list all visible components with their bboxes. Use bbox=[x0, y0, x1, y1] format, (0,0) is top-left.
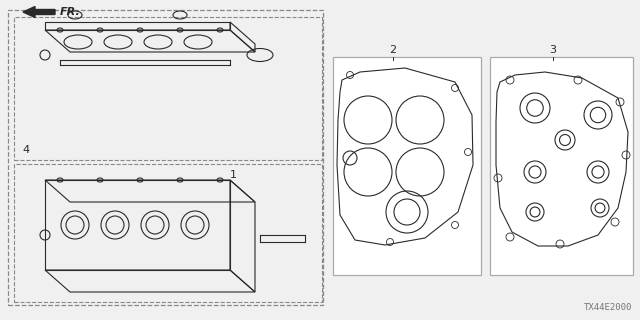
Bar bbox=[490, 57, 633, 275]
Bar bbox=[14, 164, 322, 302]
FancyArrow shape bbox=[23, 6, 55, 18]
Text: FR.: FR. bbox=[60, 7, 81, 17]
Text: 1: 1 bbox=[230, 170, 237, 180]
Bar bbox=[333, 57, 481, 275]
Bar bbox=[14, 17, 322, 160]
Text: 2: 2 bbox=[389, 45, 397, 55]
Text: 3: 3 bbox=[550, 45, 557, 55]
Bar bbox=[8, 10, 323, 305]
Text: 4: 4 bbox=[22, 145, 29, 155]
Text: TX44E2000: TX44E2000 bbox=[584, 303, 632, 312]
